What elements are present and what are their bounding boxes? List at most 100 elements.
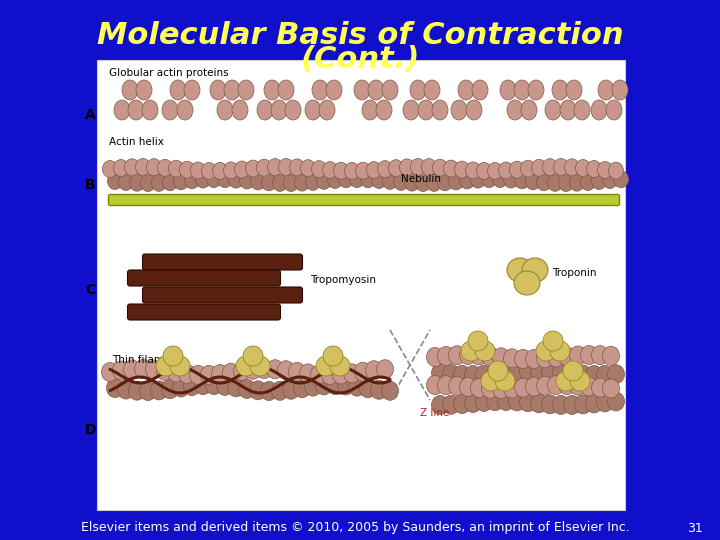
Ellipse shape [431,363,449,382]
Ellipse shape [458,80,474,100]
Ellipse shape [117,380,135,399]
Ellipse shape [356,162,371,179]
Ellipse shape [112,361,130,380]
Ellipse shape [541,362,559,381]
Ellipse shape [466,162,480,179]
Ellipse shape [580,346,598,365]
Ellipse shape [498,363,515,382]
Ellipse shape [150,381,168,400]
Ellipse shape [300,160,315,177]
Ellipse shape [575,395,592,414]
Ellipse shape [603,172,618,188]
Ellipse shape [125,159,140,176]
Ellipse shape [210,80,226,100]
Ellipse shape [250,381,266,400]
Ellipse shape [542,159,557,176]
Ellipse shape [438,347,454,366]
Ellipse shape [362,100,378,120]
Ellipse shape [316,356,336,376]
Text: 31: 31 [687,522,703,535]
Ellipse shape [179,161,194,178]
Ellipse shape [102,160,117,178]
Ellipse shape [531,394,547,413]
FancyBboxPatch shape [143,254,302,270]
Ellipse shape [400,159,415,176]
Text: Molecular Basis of Contraction: Molecular Basis of Contraction [96,21,624,50]
Ellipse shape [312,161,326,178]
Ellipse shape [294,174,310,191]
Ellipse shape [503,379,521,398]
Ellipse shape [459,377,477,396]
Ellipse shape [536,376,554,395]
Ellipse shape [128,100,144,120]
Ellipse shape [222,363,240,382]
Ellipse shape [168,160,184,177]
Ellipse shape [305,100,321,120]
Ellipse shape [466,100,482,120]
Ellipse shape [217,376,233,395]
Ellipse shape [449,376,466,395]
Ellipse shape [382,381,398,400]
Ellipse shape [598,161,613,179]
Ellipse shape [366,361,382,380]
Ellipse shape [107,172,122,190]
Ellipse shape [202,163,217,179]
Ellipse shape [521,160,536,177]
Ellipse shape [596,393,613,412]
Ellipse shape [246,160,261,177]
Ellipse shape [119,173,133,191]
Ellipse shape [107,379,124,397]
Ellipse shape [333,162,348,179]
Ellipse shape [354,362,372,381]
Ellipse shape [205,376,222,395]
Ellipse shape [495,371,515,391]
Ellipse shape [531,159,546,176]
Ellipse shape [580,377,598,396]
Ellipse shape [575,159,590,177]
Ellipse shape [224,80,240,100]
Ellipse shape [312,80,328,100]
Ellipse shape [443,364,459,383]
Text: Elsevier items and derived items © 2010, 2005 by Saunders, an imprint of Elsevie: Elsevier items and derived items © 2010,… [81,522,629,535]
Ellipse shape [547,174,562,191]
Ellipse shape [510,161,524,178]
Text: A: A [85,108,96,122]
Ellipse shape [323,346,343,366]
Ellipse shape [492,171,508,187]
Ellipse shape [612,80,628,100]
Ellipse shape [140,174,156,192]
Ellipse shape [212,163,228,179]
Ellipse shape [431,395,449,415]
Ellipse shape [481,371,501,391]
Ellipse shape [361,171,376,188]
Ellipse shape [277,361,294,380]
Ellipse shape [232,100,248,120]
Ellipse shape [294,379,310,398]
Ellipse shape [470,379,487,397]
Ellipse shape [554,159,569,176]
Ellipse shape [162,100,178,120]
Ellipse shape [482,171,497,187]
Ellipse shape [271,100,287,120]
Ellipse shape [158,159,173,176]
Text: Z line: Z line [420,408,449,418]
Ellipse shape [598,80,614,100]
Ellipse shape [212,364,228,383]
Ellipse shape [114,159,128,177]
Ellipse shape [338,376,354,395]
Ellipse shape [130,174,145,191]
Ellipse shape [468,331,488,351]
Ellipse shape [323,161,338,179]
Ellipse shape [514,80,530,100]
Ellipse shape [454,161,469,178]
Ellipse shape [570,174,585,191]
Ellipse shape [564,395,580,414]
Ellipse shape [585,366,603,384]
Ellipse shape [559,347,575,366]
Ellipse shape [580,173,595,191]
Ellipse shape [228,378,245,397]
Ellipse shape [608,392,624,411]
Ellipse shape [545,100,561,120]
Ellipse shape [136,80,152,100]
Ellipse shape [382,172,397,190]
